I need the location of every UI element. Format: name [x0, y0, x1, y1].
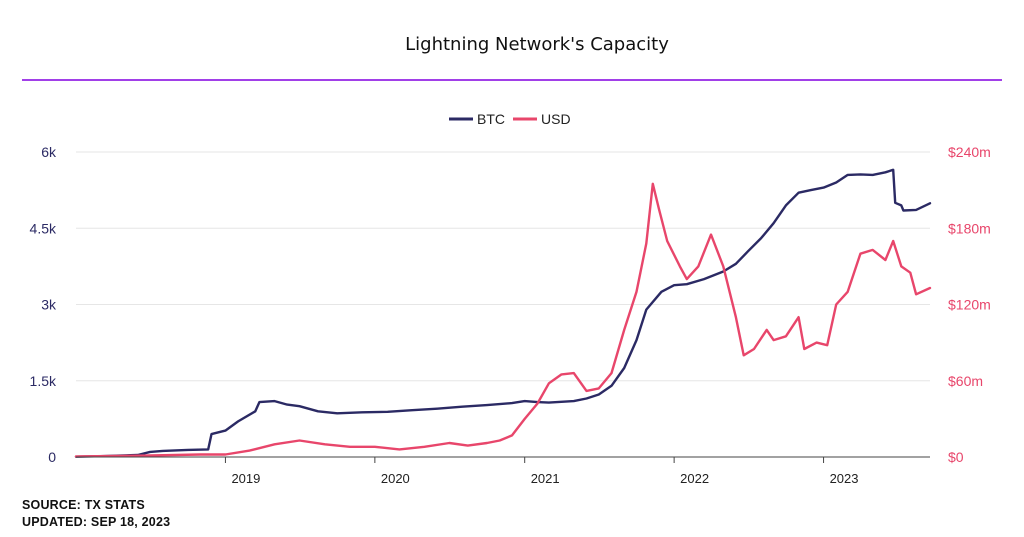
legend-label-usd: USD	[541, 111, 571, 127]
y-right-tick-label: $120m	[948, 297, 991, 313]
y-left-tick-label: 0	[48, 449, 56, 465]
x-tick-label: 2022	[680, 471, 709, 486]
x-tick-label: 2019	[231, 471, 260, 486]
y-left-tick-label: 4.5k	[30, 220, 57, 236]
updated-note: UPDATED: SEP 18, 2023	[22, 515, 171, 529]
source-note: SOURCE: TX STATS	[22, 498, 145, 512]
chart-title: Lightning Network's Capacity	[405, 34, 669, 55]
y-right-tick-label: $240m	[948, 144, 991, 160]
y-right-tick-label: $60m	[948, 373, 983, 389]
series-line-btc	[74, 168, 932, 458]
legend-label-btc: BTC	[477, 111, 505, 127]
y-right-tick-label: $180m	[948, 220, 991, 236]
y-right-tick-label: $0	[948, 449, 964, 465]
axes: 0 1.5k 3k 4.5k 6k $0 $60m $120m $180m $240m 2019 20…	[30, 144, 991, 486]
series-lines	[74, 168, 932, 458]
y-left-tick-label: 6k	[41, 144, 57, 160]
x-tick-label: 2021	[531, 471, 560, 486]
y-left-tick-label: 1.5k	[30, 373, 57, 389]
series-line-usd	[74, 182, 932, 458]
legend: BTC USD	[449, 111, 571, 127]
y-left-tick-label: 3k	[41, 297, 57, 313]
title-divider	[22, 79, 1002, 81]
x-tick-label: 2023	[830, 471, 859, 486]
gridlines	[76, 151, 930, 382]
x-tick-label: 2020	[381, 471, 410, 486]
